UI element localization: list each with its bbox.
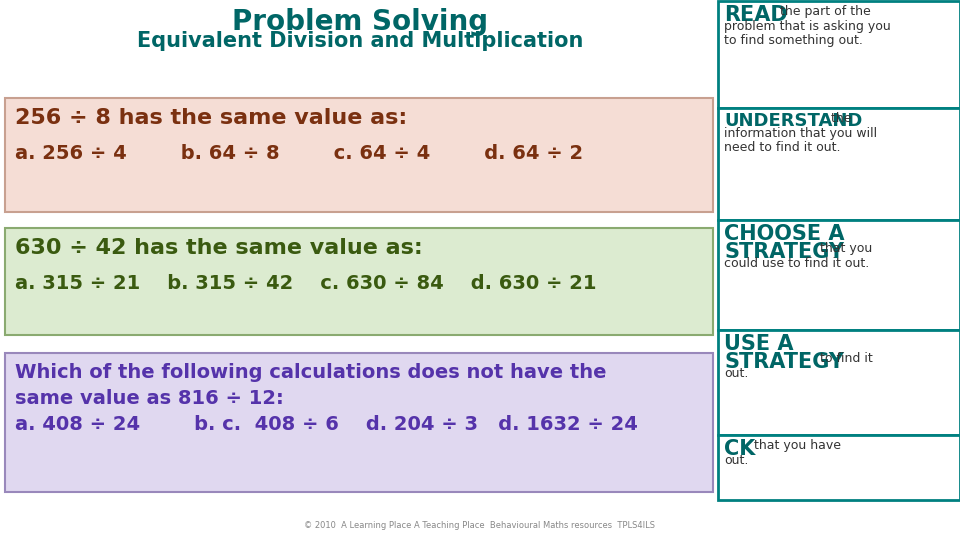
Text: the: the — [827, 112, 852, 125]
Text: a. 256 ÷ 4        b. 64 ÷ 8        c. 64 ÷ 4        d. 64 ÷ 2: a. 256 ÷ 4 b. 64 ÷ 8 c. 64 ÷ 4 d. 64 ÷ 2 — [15, 144, 583, 163]
Text: could use to find it out.: could use to find it out. — [724, 257, 869, 270]
Text: out.: out. — [724, 367, 749, 380]
FancyBboxPatch shape — [718, 435, 960, 500]
FancyBboxPatch shape — [5, 98, 713, 212]
Text: problem that is asking you: problem that is asking you — [724, 20, 891, 33]
Text: © 2010  A Learning Place A Teaching Place  Behavioural Maths resources  TPLS4ILS: © 2010 A Learning Place A Teaching Place… — [304, 521, 656, 530]
FancyBboxPatch shape — [718, 220, 960, 330]
Text: Which of the following calculations does not have the: Which of the following calculations does… — [15, 363, 607, 382]
Text: USE A: USE A — [724, 334, 794, 354]
FancyBboxPatch shape — [718, 1, 960, 108]
Text: a. 315 ÷ 21    b. 315 ÷ 42    c. 630 ÷ 84    d. 630 ÷ 21: a. 315 ÷ 21 b. 315 ÷ 42 c. 630 ÷ 84 d. 6… — [15, 274, 596, 293]
Text: STRATEGY: STRATEGY — [724, 242, 844, 262]
Text: READ: READ — [724, 5, 787, 25]
Text: Equivalent Division and Multiplication: Equivalent Division and Multiplication — [137, 31, 583, 51]
Text: to find something out.: to find something out. — [724, 34, 863, 47]
Text: need to find it out.: need to find it out. — [724, 141, 841, 154]
Text: CK: CK — [724, 439, 756, 459]
Text: 630 ÷ 42 has the same value as:: 630 ÷ 42 has the same value as: — [15, 238, 422, 258]
Text: the part of the: the part of the — [776, 5, 871, 18]
Text: STRATEGY: STRATEGY — [724, 352, 844, 372]
Text: UNDERSTAND: UNDERSTAND — [724, 112, 862, 130]
Text: Problem Solving: Problem Solving — [232, 8, 488, 36]
Text: that you: that you — [816, 242, 873, 255]
FancyBboxPatch shape — [5, 228, 713, 335]
Text: out.: out. — [724, 454, 749, 467]
FancyBboxPatch shape — [5, 353, 713, 492]
Text: that you have: that you have — [750, 439, 841, 452]
Text: CHOOSE A: CHOOSE A — [724, 224, 845, 244]
FancyBboxPatch shape — [718, 108, 960, 220]
Text: to find it: to find it — [816, 352, 873, 365]
Text: a. 408 ÷ 24        b. c.  408 ÷ 6    d. 204 ÷ 3   d. 1632 ÷ 24: a. 408 ÷ 24 b. c. 408 ÷ 6 d. 204 ÷ 3 d. … — [15, 415, 637, 434]
Text: 256 ÷ 8 has the same value as:: 256 ÷ 8 has the same value as: — [15, 108, 407, 128]
FancyBboxPatch shape — [718, 330, 960, 435]
Text: same value as 816 ÷ 12:: same value as 816 ÷ 12: — [15, 389, 284, 408]
Text: information that you will: information that you will — [724, 127, 877, 140]
